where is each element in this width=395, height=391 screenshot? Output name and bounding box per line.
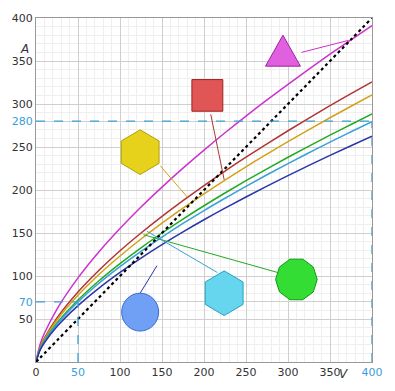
svg-text:150: 150: [12, 227, 33, 240]
svg-text:200: 200: [12, 184, 33, 197]
svg-text:400: 400: [12, 12, 33, 25]
svg-text:50: 50: [19, 313, 33, 326]
svg-text:0: 0: [33, 366, 40, 379]
svg-text:400: 400: [362, 366, 383, 379]
svg-text:100: 100: [110, 366, 131, 379]
svg-text:100: 100: [12, 270, 33, 283]
svg-text:350: 350: [12, 55, 33, 68]
svg-text:300: 300: [12, 98, 33, 111]
svg-text:50: 50: [71, 366, 85, 379]
svg-text:280: 280: [12, 115, 33, 128]
svg-text:150: 150: [152, 366, 173, 379]
svg-text:A: A: [20, 42, 29, 56]
svg-text:300: 300: [278, 366, 299, 379]
svg-text:350: 350: [320, 366, 341, 379]
svg-text:200: 200: [194, 366, 215, 379]
svg-text:V: V: [339, 367, 348, 381]
svg-text:70: 70: [19, 296, 33, 309]
svg-text:250: 250: [12, 141, 33, 154]
svg-text:250: 250: [236, 366, 257, 379]
